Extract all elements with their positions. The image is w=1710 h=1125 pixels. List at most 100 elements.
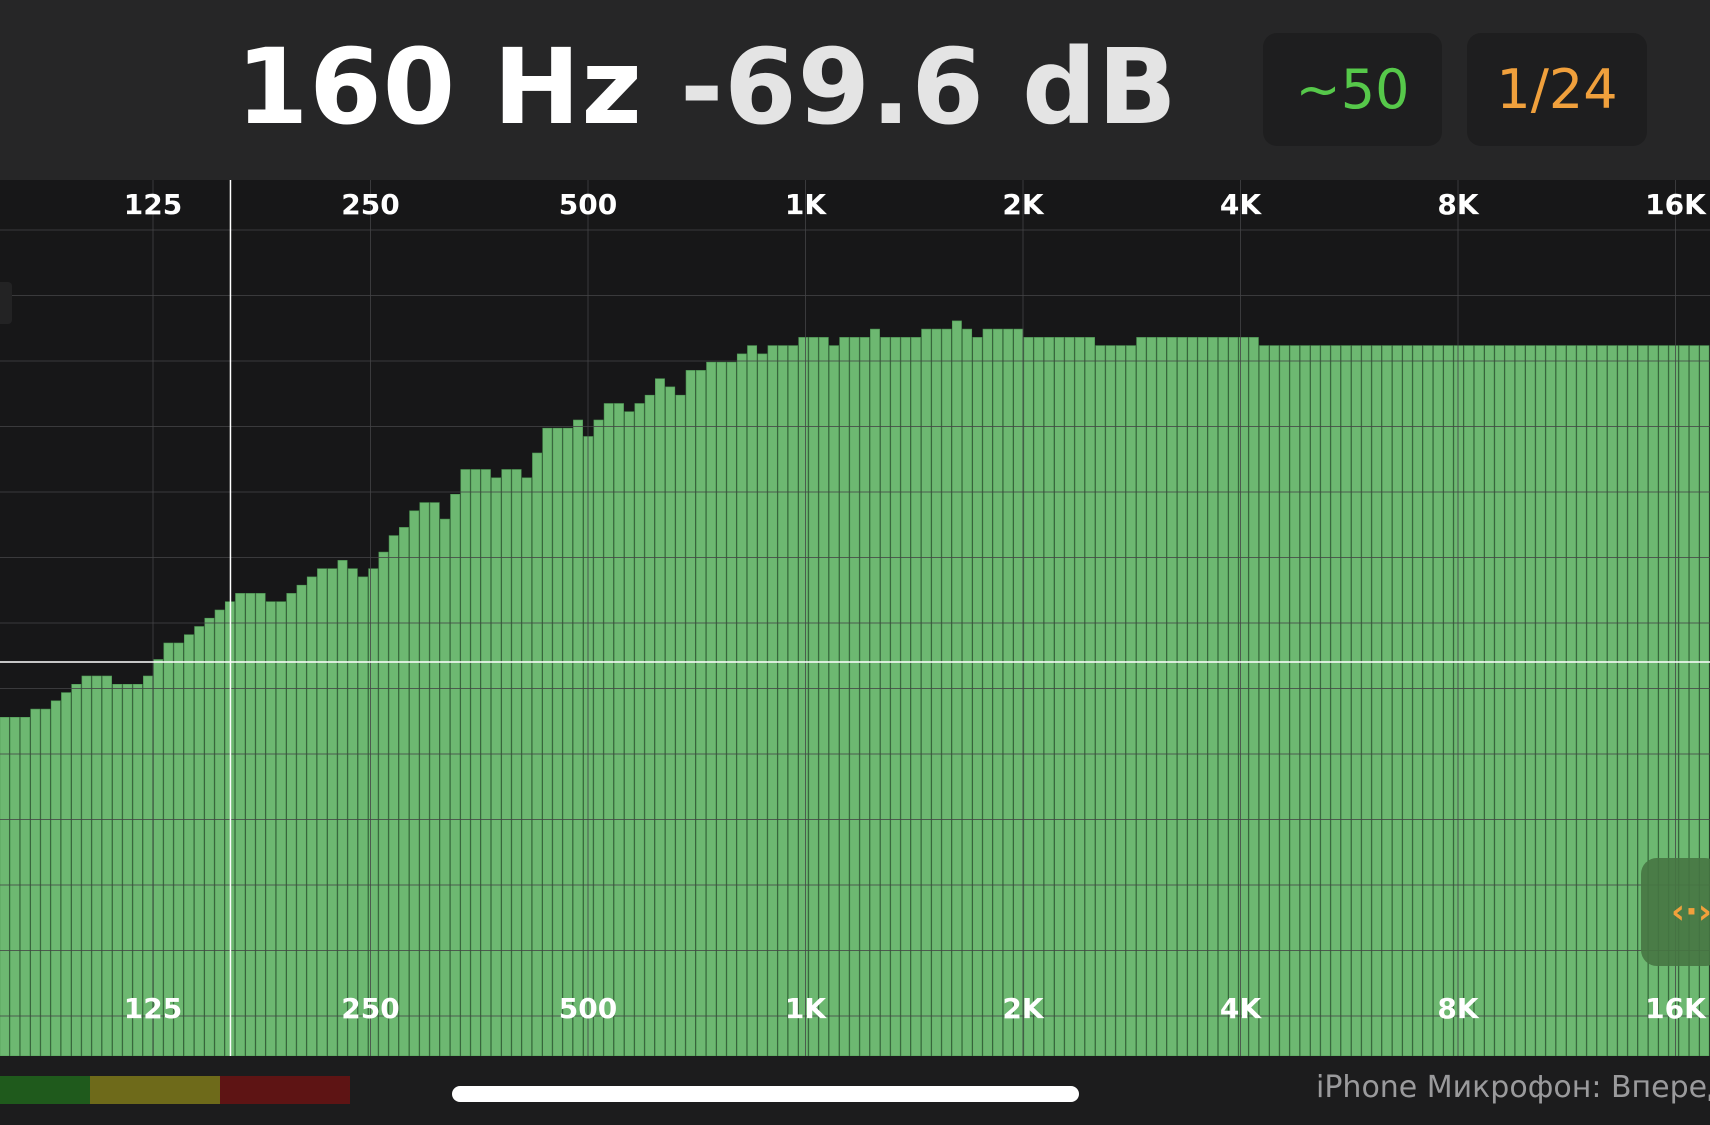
spectrum-bar bbox=[818, 337, 829, 1056]
spectrum-bar bbox=[194, 626, 205, 1056]
spectrum-bar bbox=[480, 469, 491, 1056]
spectrum-bar bbox=[521, 477, 532, 1056]
spectrum-bar bbox=[573, 419, 583, 1056]
spectrum-bar bbox=[102, 675, 112, 1056]
spectrum-bar bbox=[1627, 345, 1638, 1056]
spectrum-bar bbox=[849, 337, 860, 1056]
tick-label-top: 125 bbox=[124, 188, 182, 221]
resolution-button[interactable]: 1/24 bbox=[1467, 33, 1647, 146]
spectrum-bar bbox=[1382, 345, 1392, 1056]
spectrum-bar bbox=[1504, 345, 1515, 1056]
tick-label-bottom: 125 bbox=[124, 992, 182, 1025]
spectrum-bar bbox=[388, 535, 399, 1056]
spectrum-bar bbox=[204, 617, 215, 1056]
spectrum-bar bbox=[1218, 337, 1229, 1056]
spectrum-bar bbox=[859, 337, 870, 1056]
spectrum-bar bbox=[358, 576, 368, 1056]
spectrum-bar bbox=[1443, 345, 1454, 1056]
spectrum-bar bbox=[184, 634, 194, 1056]
spectrum-bar bbox=[214, 609, 225, 1056]
spectrum-bar bbox=[1474, 345, 1485, 1056]
spectrum-bar bbox=[1259, 345, 1269, 1056]
spectrum-bar bbox=[1033, 337, 1044, 1056]
tick-label-bottom: 1K bbox=[785, 992, 827, 1025]
spectrum-bar bbox=[1351, 345, 1362, 1056]
spectrum-bar bbox=[1115, 345, 1126, 1056]
spectrum-bar bbox=[1658, 345, 1669, 1056]
spectrum-bar bbox=[173, 642, 184, 1056]
spectrum-bar bbox=[890, 337, 901, 1056]
tick-label-bottom: 8K bbox=[1437, 992, 1479, 1025]
averaging-button[interactable]: ~50 bbox=[1263, 33, 1442, 146]
spectrum-bar bbox=[1422, 345, 1433, 1056]
spectrum-bar bbox=[992, 328, 1003, 1056]
spectrum-bar bbox=[337, 560, 348, 1056]
pan-handle-icon[interactable]: ‹·› bbox=[1641, 858, 1710, 966]
spectrum-bar bbox=[593, 419, 604, 1056]
tick-label-bottom: 4K bbox=[1220, 992, 1262, 1025]
spectrum-bar bbox=[50, 700, 61, 1056]
spectrum-bar bbox=[327, 568, 338, 1056]
spectrum-bar bbox=[747, 345, 758, 1056]
spectrum-bar bbox=[1279, 345, 1290, 1056]
spectrum-bar bbox=[61, 692, 71, 1056]
spectrum-bar bbox=[1617, 345, 1628, 1056]
header-bar: 160 Hz -69.6 dB ~50 1/24 bbox=[0, 0, 1710, 180]
spectrum-bar bbox=[1146, 337, 1157, 1056]
spectrum-bar bbox=[71, 683, 82, 1056]
cursor-frequency: 160 Hz bbox=[236, 26, 643, 148]
spectrum-bar bbox=[1269, 345, 1280, 1056]
spectrum-bar bbox=[1320, 345, 1331, 1056]
spectrum-bar bbox=[1699, 345, 1710, 1056]
tick-label-bottom: 250 bbox=[341, 992, 399, 1025]
meter-segment-yellow bbox=[90, 1076, 220, 1104]
spectrum-bar bbox=[317, 568, 327, 1056]
spectrum-chart[interactable]: 125 125 250 250 500 500 1K 1K 2K 2K 4K 4K 8K 8K 16K 16K bbox=[0, 180, 1710, 1056]
spectrum-bar bbox=[603, 403, 614, 1056]
tick-label-bottom: 2K bbox=[1002, 992, 1044, 1025]
spectrum-bar bbox=[1177, 337, 1188, 1056]
spectrum-bar bbox=[1484, 345, 1495, 1056]
spectrum-bar bbox=[1167, 337, 1177, 1056]
spectrum-bar bbox=[1515, 345, 1525, 1056]
spectrum-bar bbox=[439, 518, 450, 1056]
tick-label-top: 4K bbox=[1220, 188, 1262, 221]
spectrum-bar bbox=[767, 345, 778, 1056]
spectrum-bar bbox=[788, 345, 798, 1056]
spectrum-bar bbox=[1248, 337, 1259, 1056]
spectrum-bar bbox=[163, 642, 174, 1056]
spectrum-bar bbox=[1607, 345, 1618, 1056]
spectrum-bar bbox=[1597, 345, 1607, 1056]
spectrum-bar bbox=[1678, 345, 1689, 1056]
spectrum-bar bbox=[1054, 337, 1065, 1056]
spectrum-bar bbox=[1361, 345, 1372, 1056]
spectrum-bar bbox=[1412, 345, 1423, 1056]
spectrum-bar bbox=[1668, 345, 1679, 1056]
spectrum-bar bbox=[20, 716, 31, 1056]
spectrum-bar bbox=[1197, 337, 1208, 1056]
spectrum-bar bbox=[1023, 337, 1034, 1056]
spectrum-bar bbox=[255, 593, 266, 1056]
spectrum-bar bbox=[695, 370, 706, 1056]
spectrum-bar bbox=[665, 386, 676, 1056]
spectrum-plot[interactable]: 125 125 250 250 500 500 1K 1K 2K 2K 4K 4K 8K 8K 16K 16K… bbox=[0, 180, 1710, 1056]
spectrum-bar bbox=[1341, 345, 1351, 1056]
home-indicator[interactable] bbox=[452, 1086, 1079, 1102]
spectrum-bar bbox=[798, 337, 809, 1056]
spectrum-bar bbox=[286, 593, 297, 1056]
spectrum-bar bbox=[911, 337, 921, 1056]
cursor-readout: 160 Hz -69.6 dB bbox=[236, 32, 1178, 142]
spectrum-bar bbox=[829, 345, 839, 1056]
spectrum-bar bbox=[685, 370, 696, 1056]
spectrum-bar bbox=[1126, 345, 1136, 1056]
input-level-meter bbox=[0, 1076, 350, 1104]
spectrum-bar bbox=[921, 328, 932, 1056]
spectrum-bar bbox=[1074, 337, 1085, 1056]
side-panel-tab[interactable] bbox=[0, 282, 12, 324]
spectrum-bar bbox=[450, 493, 461, 1056]
meter-segment-red bbox=[220, 1076, 350, 1104]
input-source-label[interactable]: iPhone Микрофон: Впереди bbox=[1316, 1070, 1710, 1105]
spectrum-bar bbox=[296, 584, 307, 1056]
spectrum-bar bbox=[1085, 337, 1095, 1056]
